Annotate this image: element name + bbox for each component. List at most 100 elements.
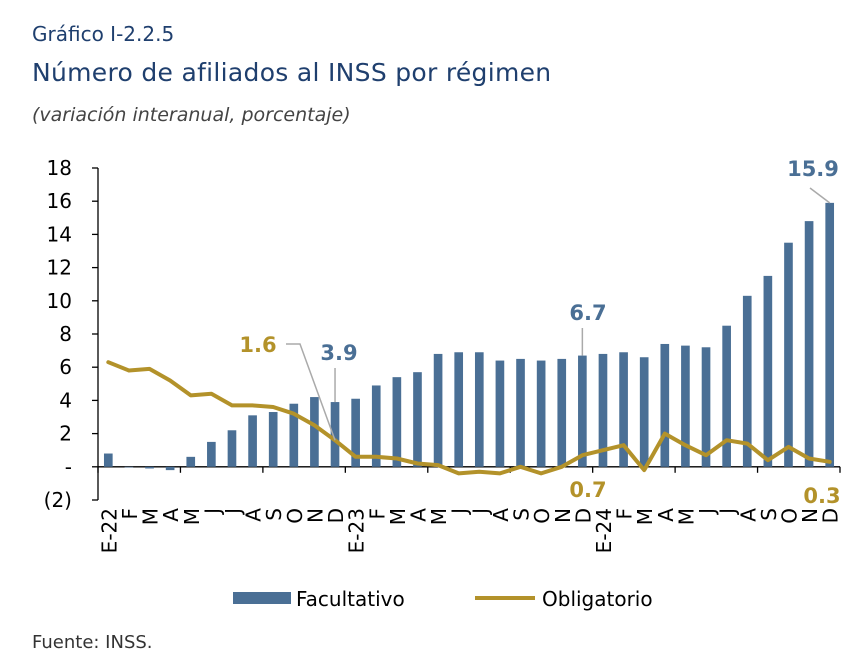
annotation-leader — [809, 187, 831, 204]
annotation-label: 0.3 — [803, 484, 840, 508]
x-tick-label: M — [139, 508, 163, 525]
annotation-label: 3.9 — [320, 341, 357, 365]
x-tick-label: A — [654, 508, 678, 522]
bar — [227, 430, 237, 467]
x-tick-label: N — [551, 508, 575, 523]
y-tick-label: 10 — [47, 289, 72, 313]
bar — [722, 325, 731, 467]
bar — [310, 397, 319, 467]
x-tick-label: M — [427, 508, 451, 525]
bar — [742, 295, 752, 467]
x-tick-label: N — [798, 508, 822, 523]
x-tick-label: S — [262, 508, 286, 521]
x-tick-label: D — [819, 508, 843, 523]
chart-subtitle: (variación interanual, porcentaje) — [32, 104, 351, 126]
y-tick-label: 16 — [47, 189, 72, 213]
annotation-label: 6.7 — [569, 301, 606, 325]
bar — [268, 412, 278, 467]
bar — [330, 402, 340, 467]
y-tick-label: (2) — [44, 488, 72, 512]
bar — [804, 221, 814, 467]
series-line-obligatorio — [106, 360, 832, 476]
legend-label-obligatorio: Obligatorio — [542, 587, 653, 611]
y-tick-label: - — [65, 455, 72, 479]
x-tick-label: A — [489, 508, 513, 522]
y-tick-label: 6 — [59, 355, 72, 379]
annotation-label: 0.7 — [569, 478, 606, 502]
figure-label: Gráfico I-2.2.5 — [32, 22, 175, 46]
x-tick-label: M — [180, 508, 204, 525]
bar — [392, 377, 402, 467]
bar — [495, 360, 505, 467]
x-tick-label: F — [118, 508, 142, 520]
bar — [248, 415, 257, 467]
x-tick-label: J — [448, 508, 472, 516]
bar — [351, 398, 360, 467]
x-tick-label: J — [221, 508, 245, 516]
x-tick-label: F — [365, 508, 389, 520]
x-tick-label: M — [386, 508, 410, 525]
legend-label-facultativo: Facultativo — [296, 587, 405, 611]
x-tick-label: F — [613, 508, 637, 520]
x-tick-label: A — [406, 508, 430, 522]
x-tick-label: M — [674, 508, 698, 525]
x-tick-label: O — [530, 508, 554, 524]
x-tick-label: S — [757, 508, 781, 521]
x-tick-label: E-24 — [592, 508, 616, 553]
x-tick-label: O — [777, 508, 801, 524]
annotation-leader — [286, 343, 336, 441]
chart-title: Número de afiliados al INSS por régimen — [32, 58, 552, 87]
bar — [681, 345, 690, 467]
bar — [186, 456, 196, 467]
x-tick-label: E-22 — [97, 508, 121, 553]
x-tick-label: D — [324, 508, 348, 523]
x-tick-label: A — [159, 508, 183, 522]
x-tick-label: O — [283, 508, 307, 524]
y-tick-label: 8 — [59, 322, 72, 346]
annotation-label: 15.9 — [787, 157, 839, 181]
x-tick-label: M — [633, 508, 657, 525]
bar — [701, 347, 711, 467]
bar — [124, 466, 134, 468]
x-tick-label: A — [242, 508, 266, 522]
x-tick-label: N — [303, 508, 327, 523]
x-tick-label: J — [468, 508, 492, 516]
bar — [557, 358, 567, 467]
x-tick-label: J — [716, 508, 740, 516]
bar — [289, 403, 299, 467]
bar — [371, 385, 381, 467]
bar — [454, 352, 464, 467]
bar — [516, 358, 525, 467]
x-tick-label: E-23 — [345, 508, 369, 553]
y-tick-label: 18 — [47, 156, 72, 180]
bar — [413, 372, 422, 467]
source-note: Fuente: INSS. — [32, 632, 153, 653]
bar — [474, 352, 484, 467]
x-tick-label: J — [200, 508, 224, 516]
bar — [103, 453, 113, 467]
bar — [825, 202, 835, 467]
bar — [784, 242, 793, 467]
annotation-label: 1.6 — [239, 333, 276, 357]
x-tick-label: S — [510, 508, 534, 521]
y-tick-label: 12 — [47, 256, 72, 280]
x-tick-label: D — [571, 508, 595, 523]
x-tick-label: J — [695, 508, 719, 516]
bar — [536, 360, 546, 467]
bar — [578, 355, 587, 467]
bar — [763, 275, 773, 467]
bar — [639, 357, 649, 467]
bar — [619, 352, 628, 467]
y-tick-label: 2 — [59, 422, 72, 446]
legend-swatch-facultativo — [233, 592, 291, 604]
bar — [660, 343, 670, 467]
bar — [598, 353, 608, 467]
chart-plot: 18161412108642-(2)E-22FMAMJJASONDE-23FMA… — [44, 156, 843, 611]
bar — [145, 466, 154, 469]
bar — [433, 353, 443, 467]
y-tick-label: 4 — [59, 388, 72, 412]
y-tick-label: 14 — [47, 222, 72, 246]
bar — [165, 466, 175, 471]
x-tick-label: A — [736, 508, 760, 522]
bar — [207, 441, 216, 467]
